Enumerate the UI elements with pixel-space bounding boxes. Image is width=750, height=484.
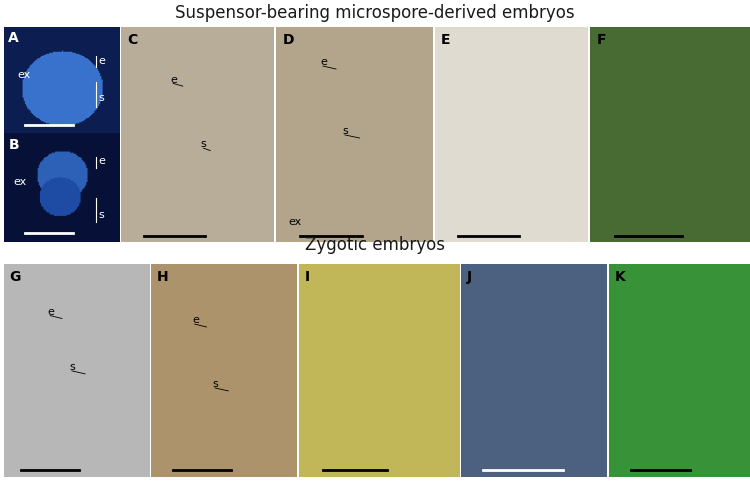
Text: ex: ex (17, 70, 31, 80)
Text: e: e (192, 316, 199, 325)
Text: s: s (201, 139, 206, 149)
Text: e: e (98, 156, 105, 166)
Text: D: D (283, 33, 294, 47)
Text: ex: ex (289, 217, 302, 227)
Text: Suspensor-bearing microspore-derived embryos: Suspensor-bearing microspore-derived emb… (176, 4, 574, 22)
Text: I: I (305, 270, 310, 284)
Text: e: e (47, 307, 54, 317)
Text: e: e (320, 58, 327, 67)
Text: ex: ex (13, 178, 26, 187)
Text: s: s (212, 379, 218, 389)
Text: s: s (342, 126, 348, 136)
Text: e: e (98, 56, 105, 66)
Text: e: e (170, 75, 177, 85)
Text: E: E (441, 33, 451, 47)
Text: C: C (128, 33, 138, 47)
Text: Zygotic embryos: Zygotic embryos (305, 236, 445, 254)
Text: A: A (8, 31, 19, 45)
Text: s: s (98, 93, 104, 103)
Text: J: J (467, 270, 472, 284)
Text: s: s (98, 210, 104, 220)
Text: H: H (157, 270, 169, 284)
Text: B: B (8, 137, 19, 151)
Text: s: s (69, 362, 75, 372)
Text: F: F (597, 33, 606, 47)
Text: G: G (10, 270, 21, 284)
Text: K: K (614, 270, 626, 284)
